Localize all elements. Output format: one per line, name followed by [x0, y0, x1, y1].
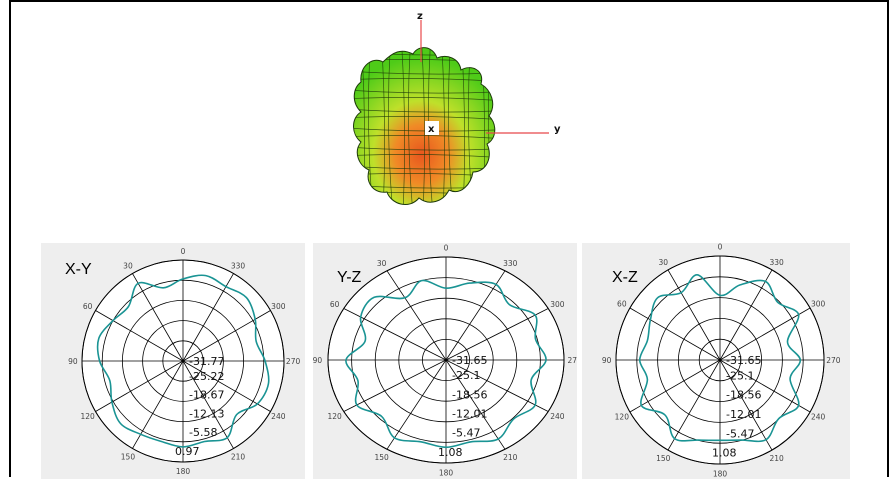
angle-tick-label-xy: 270: [286, 357, 301, 366]
angle-tick-label-xy: 150: [121, 452, 136, 461]
polar-spoke-xz: [629, 359, 721, 413]
radial-tick-label-xz: -25.1: [726, 369, 754, 382]
angle-tick-label-yz: 180: [439, 468, 454, 477]
angle-tick-label-xy: 300: [271, 302, 286, 311]
angle-tick-label-xz: 150: [656, 454, 671, 463]
radial-tick-label-xz: 1.08: [712, 447, 737, 460]
polar-spoke-yz: [445, 359, 506, 450]
polar-panel-xy: 0 30 60 90 120 150 180 210 240 270 300 330 -31.77 -25…: [41, 243, 305, 479]
angle-tick-label-xy: 0: [181, 247, 186, 256]
polar-spoke-xy: [95, 310, 184, 362]
polar-spoke-xz: [629, 307, 721, 361]
angle-tick-label-xz: 270: [826, 356, 841, 365]
polar-spoke-xz: [719, 307, 811, 361]
radial-tick-label-xz: -31.65: [726, 354, 761, 367]
angle-tick-label-xz: 90: [602, 356, 612, 365]
chart-title-xy: X-Y: [65, 261, 92, 278]
angle-tick-label-yz: 60: [330, 300, 340, 309]
pattern-curve-xz: [638, 274, 802, 443]
angle-tick-label-xy: 120: [80, 412, 95, 421]
angle-tick-label-xz: 60: [617, 299, 627, 308]
angle-tick-label-xy: 60: [83, 302, 93, 311]
radial-tick-label-xz: -18.56: [726, 389, 761, 402]
polar-spoke-xz: [719, 269, 773, 361]
polar-spoke-xy: [182, 360, 271, 412]
chart-title-xz: X-Z: [612, 269, 638, 286]
angle-tick-label-xz: 240: [811, 413, 826, 422]
angle-tick-label-yz: 330: [503, 259, 518, 268]
radial-tick-label-yz: -5.47: [452, 427, 480, 440]
figure-frame: z y x 0 30 60 90 120 150 180 210 240 270 300 330 -31…: [9, 0, 889, 479]
polar-spoke-xy: [182, 360, 234, 449]
angle-tick-label-xy: 240: [271, 412, 286, 421]
angle-tick-label-yz: 120: [327, 412, 342, 421]
angle-tick-label-xy: 90: [68, 357, 78, 366]
polar-spoke-xy: [182, 273, 234, 362]
angle-tick-label-yz: 240: [550, 412, 565, 421]
radial-tick-label-yz: -31.65: [452, 354, 487, 367]
polar-spoke-yz: [386, 359, 447, 450]
angle-tick-label-xz: 30: [659, 258, 669, 267]
polar-spoke-yz: [386, 270, 447, 361]
angle-tick-label-xy: 330: [231, 262, 246, 271]
radial-tick-label-yz: -25.1: [452, 369, 480, 382]
chart-title-yz: Y-Z: [337, 269, 362, 286]
polar-chart-xz: 0 30 60 90 120 150 180 210 240 270 300 330 -31.65 -25…: [602, 243, 841, 478]
polar-spoke-xz: [667, 269, 721, 361]
polar-spoke-xy: [132, 273, 184, 362]
radial-tick-label-yz: -18.56: [452, 388, 487, 401]
polar-spoke-yz: [343, 359, 447, 412]
radial-tick-label-xy: -18.67: [189, 389, 224, 402]
radial-tick-label-xy: -31.77: [189, 355, 224, 368]
polar-panel-yz: 0 30 60 90 120 150 180 210 240 270 300 330 -31.65 -25…: [313, 243, 577, 479]
polar-chart-xy: 0 30 60 90 120 150 180 210 240 270 300 330 -31.77 -25…: [68, 247, 301, 476]
angle-tick-label-yz: 90: [313, 356, 322, 365]
angle-tick-label-yz: 210: [503, 453, 518, 462]
radial-tick-label-xz: -12.01: [726, 408, 761, 421]
polar-panel-xz: 0 30 60 90 120 150 180 210 240 270 300 330 -31.65 -25…: [582, 243, 850, 479]
angle-tick-label-yz: 0: [444, 244, 449, 253]
angle-tick-label-xy: 210: [231, 452, 246, 461]
angle-tick-label-yz: 150: [375, 453, 390, 462]
angle-tick-label-xz: 180: [713, 469, 728, 478]
polar-chart-yz: 0 30 60 90 120 150 180 210 240 270 300 330 -31.65 -25…: [313, 244, 577, 478]
polar-spoke-xz: [719, 359, 773, 451]
angle-tick-label-xy: 180: [176, 467, 191, 476]
angle-tick-label-yz: 30: [377, 259, 387, 268]
angle-tick-label-yz: 300: [550, 300, 565, 309]
radial-tick-label-xy: -5.58: [189, 426, 217, 439]
angle-tick-label-xz: 300: [811, 299, 826, 308]
radial-tick-label-yz: 1.08: [438, 446, 463, 459]
angle-tick-label-xy: 30: [123, 262, 133, 271]
polar-spoke-yz: [445, 270, 506, 361]
polar-spoke-yz: [445, 308, 549, 361]
polar-spoke-xy: [95, 360, 184, 412]
angle-tick-label-xz: 0: [718, 243, 723, 252]
angle-tick-label-xz: 120: [615, 413, 630, 422]
pattern-curve-xy: [96, 274, 270, 448]
polar-spoke-yz: [445, 359, 549, 412]
radial-tick-label-xy: 0.97: [175, 445, 200, 458]
polar-spoke-xz: [667, 359, 721, 451]
angle-tick-label-yz: 270: [567, 356, 577, 365]
radial-tick-label-xz: -5.47: [726, 427, 754, 440]
radial-tick-label-xy: -12.13: [189, 407, 224, 420]
radial-tick-label-yz: -12.01: [452, 407, 487, 420]
radial-tick-label-xy: -25.22: [189, 370, 224, 383]
x-axis-marker: [425, 121, 439, 135]
angle-tick-label-xz: 330: [770, 258, 785, 267]
x-axis-label: x: [428, 124, 435, 135]
y-axis-label: y: [554, 124, 561, 135]
z-axis-label: z: [417, 11, 423, 22]
pattern-curve-yz: [345, 279, 547, 449]
3d-radiation-pattern: z y x: [353, 11, 561, 206]
angle-tick-label-xz: 210: [770, 454, 785, 463]
polar-spoke-xz: [719, 359, 811, 413]
